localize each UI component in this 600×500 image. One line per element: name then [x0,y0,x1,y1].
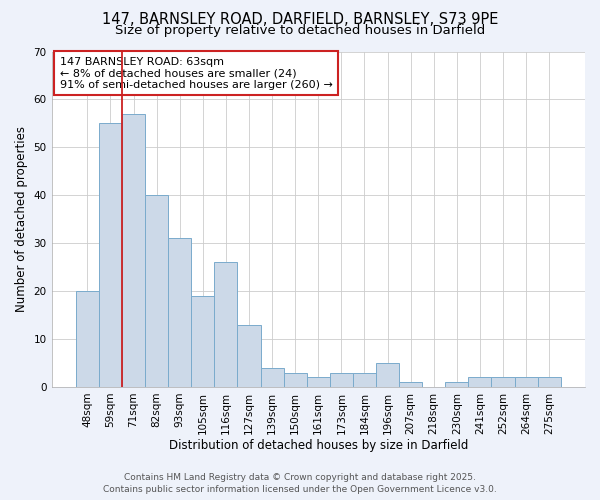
Bar [376,363,399,387]
Bar [445,382,469,387]
Bar [330,372,353,387]
Bar [214,262,238,387]
Text: 147 BARNSLEY ROAD: 63sqm
← 8% of detached houses are smaller (24)
91% of semi-de: 147 BARNSLEY ROAD: 63sqm ← 8% of detache… [59,56,332,90]
Bar [469,378,491,387]
Bar [168,238,191,387]
X-axis label: Distribution of detached houses by size in Darfield: Distribution of detached houses by size … [169,440,468,452]
Bar [307,378,330,387]
Bar [284,372,307,387]
Bar [122,114,145,387]
Bar [399,382,422,387]
Bar [238,324,260,387]
Bar [491,378,515,387]
Y-axis label: Number of detached properties: Number of detached properties [15,126,28,312]
Bar [191,296,214,387]
Bar [538,378,561,387]
Bar [145,196,168,387]
Text: Contains HM Land Registry data © Crown copyright and database right 2025.
Contai: Contains HM Land Registry data © Crown c… [103,472,497,494]
Bar [353,372,376,387]
Bar [260,368,284,387]
Text: 147, BARNSLEY ROAD, DARFIELD, BARNSLEY, S73 9PE: 147, BARNSLEY ROAD, DARFIELD, BARNSLEY, … [102,12,498,28]
Bar [515,378,538,387]
Text: Size of property relative to detached houses in Darfield: Size of property relative to detached ho… [115,24,485,37]
Bar [99,124,122,387]
Bar [76,291,99,387]
